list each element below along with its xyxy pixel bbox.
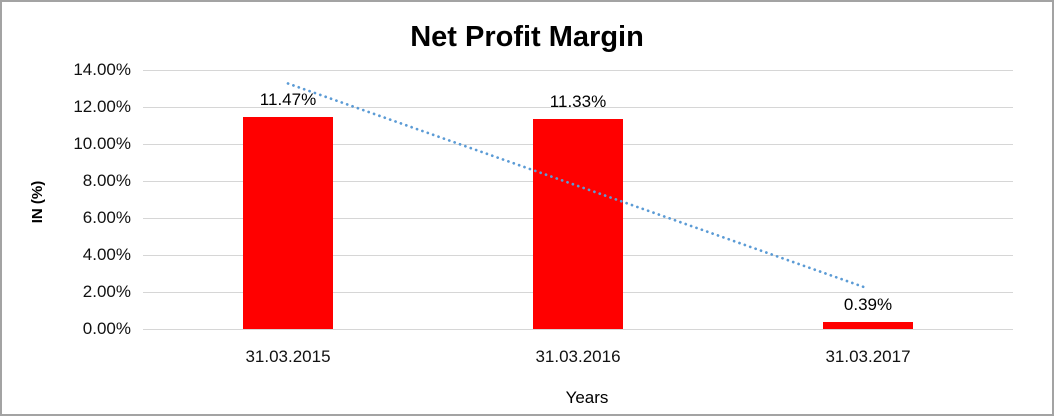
bar	[243, 116, 333, 329]
gridline	[143, 329, 1013, 330]
bar-value-label: 11.47%	[259, 89, 317, 109]
y-tick-label: 8.00%	[82, 171, 131, 190]
y-tick-label: 12.00%	[73, 97, 131, 116]
y-tick-label: 6.00%	[82, 208, 131, 227]
chart-title: Net Profit Margin	[410, 21, 644, 53]
bar-value-label: 0.39%	[843, 294, 893, 314]
y-tick-label: 14.00%	[73, 60, 131, 79]
y-tick-label: 4.00%	[82, 245, 131, 264]
x-axis-title: Years	[565, 388, 609, 407]
y-tick-label: 2.00%	[82, 282, 131, 301]
x-tick-label: 31.03.2015	[245, 347, 331, 366]
y-tick-label: 0.00%	[82, 319, 131, 338]
bar	[823, 321, 913, 329]
x-tick-label: 31.03.2016	[535, 347, 621, 366]
bar	[533, 119, 623, 329]
y-tick-label: 10.00%	[73, 134, 131, 153]
x-tick-label: 31.03.2017	[825, 347, 911, 366]
bar-value-label: 11.33%	[549, 92, 607, 112]
gridline	[143, 70, 1013, 71]
